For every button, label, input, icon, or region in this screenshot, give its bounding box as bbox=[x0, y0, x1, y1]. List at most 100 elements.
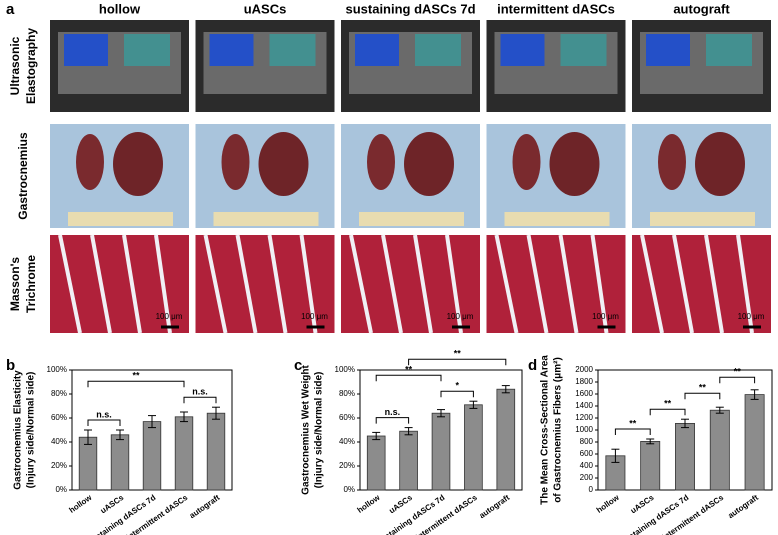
scale-bar-label: 100 μm bbox=[301, 312, 328, 321]
significance-label: ** bbox=[405, 365, 413, 375]
column-header: intermittent dASCs bbox=[497, 1, 615, 16]
scale-bar-label: 100 μm bbox=[592, 312, 619, 321]
significance-label: n.s. bbox=[192, 387, 208, 397]
y-tick-label: 80% bbox=[339, 389, 355, 398]
connective-tissue bbox=[413, 234, 433, 334]
bar bbox=[709, 409, 730, 491]
y-tick-label: 1000 bbox=[575, 425, 593, 434]
significance-label: n.s. bbox=[385, 407, 401, 417]
connective-tissue bbox=[494, 234, 519, 334]
connective-tissue bbox=[58, 234, 82, 334]
connective-tissue bbox=[235, 234, 258, 334]
significance-bracket bbox=[684, 392, 721, 400]
significance-label: ** bbox=[132, 371, 140, 381]
y-tick-label: 0% bbox=[55, 485, 67, 494]
elastography-map bbox=[415, 34, 461, 66]
bar bbox=[640, 440, 661, 491]
y-axis-label: (Injury side/Normal side) bbox=[26, 372, 37, 489]
row-label: Gastrocnemius bbox=[16, 132, 30, 220]
column-header: hollow bbox=[99, 1, 141, 16]
significance-bracket bbox=[719, 376, 756, 384]
panel-label: d bbox=[528, 357, 537, 374]
connective-tissue bbox=[640, 234, 664, 334]
bar bbox=[464, 404, 483, 491]
y-tick-label: 20% bbox=[51, 461, 67, 470]
connective-tissue bbox=[704, 234, 724, 334]
y-axis-label: of Gastrocnemius Fibers (μm²) bbox=[553, 357, 564, 503]
panel-label: a bbox=[6, 1, 15, 18]
bar bbox=[206, 412, 226, 491]
row-label: Trichrome bbox=[24, 255, 38, 313]
y-tick-label: 20% bbox=[339, 461, 355, 470]
muscle bbox=[512, 134, 541, 190]
y-tick-label: 0% bbox=[343, 485, 355, 494]
elastography-box bbox=[64, 34, 108, 66]
connective-tissue bbox=[122, 234, 142, 334]
column-header: autograft bbox=[673, 1, 730, 16]
y-tick-label: 100% bbox=[47, 365, 67, 374]
y-tick-label: 1600 bbox=[575, 389, 593, 398]
ruler bbox=[650, 212, 755, 226]
scale-bar-label: 100 μm bbox=[156, 312, 183, 321]
bar bbox=[110, 434, 130, 491]
y-tick-label: 60% bbox=[339, 413, 355, 422]
significance-bracket bbox=[375, 417, 410, 424]
bar bbox=[496, 388, 516, 491]
connective-tissue bbox=[526, 234, 549, 334]
ruler bbox=[213, 212, 319, 226]
y-axis-label: Gastrocnemius Elasticity bbox=[13, 370, 24, 490]
connective-tissue bbox=[558, 234, 579, 334]
significance-bracket bbox=[649, 408, 686, 416]
connective-tissue bbox=[672, 234, 694, 334]
column-header: uASCs bbox=[244, 1, 287, 16]
muscle bbox=[404, 132, 454, 196]
connective-tissue bbox=[349, 234, 373, 334]
muscle bbox=[113, 132, 163, 196]
muscle bbox=[367, 134, 395, 190]
row-label: Masson's bbox=[8, 257, 22, 312]
elastography-map bbox=[706, 34, 752, 66]
connective-tissue bbox=[736, 234, 754, 334]
connective-tissue bbox=[154, 234, 172, 334]
muscle bbox=[658, 134, 686, 190]
significance-label: ** bbox=[734, 367, 742, 377]
elastography-map bbox=[124, 34, 170, 66]
connective-tissue bbox=[203, 234, 228, 334]
bar bbox=[174, 416, 194, 491]
significance-label: * bbox=[455, 381, 459, 391]
y-tick-label: 400 bbox=[580, 461, 594, 470]
elastography-box bbox=[500, 34, 545, 66]
panel-label: c bbox=[294, 357, 302, 374]
significance-bracket bbox=[183, 396, 217, 404]
bar bbox=[78, 436, 98, 491]
connective-tissue bbox=[590, 234, 609, 334]
connective-tissue bbox=[381, 234, 403, 334]
significance-bracket bbox=[375, 374, 442, 382]
y-tick-label: 800 bbox=[580, 437, 594, 446]
connective-tissue bbox=[299, 234, 318, 334]
significance-bracket bbox=[440, 390, 474, 398]
connective-tissue bbox=[267, 234, 288, 334]
significance-bracket bbox=[408, 358, 507, 366]
significance-label: ** bbox=[699, 383, 707, 393]
bar bbox=[675, 422, 695, 491]
significance-label: ** bbox=[629, 418, 637, 428]
significance-bracket bbox=[87, 419, 121, 426]
ruler bbox=[68, 212, 173, 226]
y-tick-label: 60% bbox=[51, 413, 67, 422]
column-header: sustaining dASCs 7d bbox=[345, 1, 475, 16]
elastography-map bbox=[269, 34, 316, 66]
connective-tissue bbox=[90, 234, 112, 334]
y-tick-label: 40% bbox=[51, 437, 67, 446]
muscle bbox=[549, 132, 600, 196]
significance-label: n.s. bbox=[96, 409, 112, 419]
bar bbox=[399, 430, 418, 491]
scale-bar-label: 100 μm bbox=[738, 312, 765, 321]
significance-label: ** bbox=[664, 399, 672, 409]
y-tick-label: 100% bbox=[335, 365, 355, 374]
bar bbox=[744, 394, 765, 491]
y-axis-label: Gastrocnemius Wet Weight bbox=[301, 365, 312, 495]
y-tick-label: 200 bbox=[580, 473, 594, 482]
connective-tissue bbox=[445, 234, 463, 334]
